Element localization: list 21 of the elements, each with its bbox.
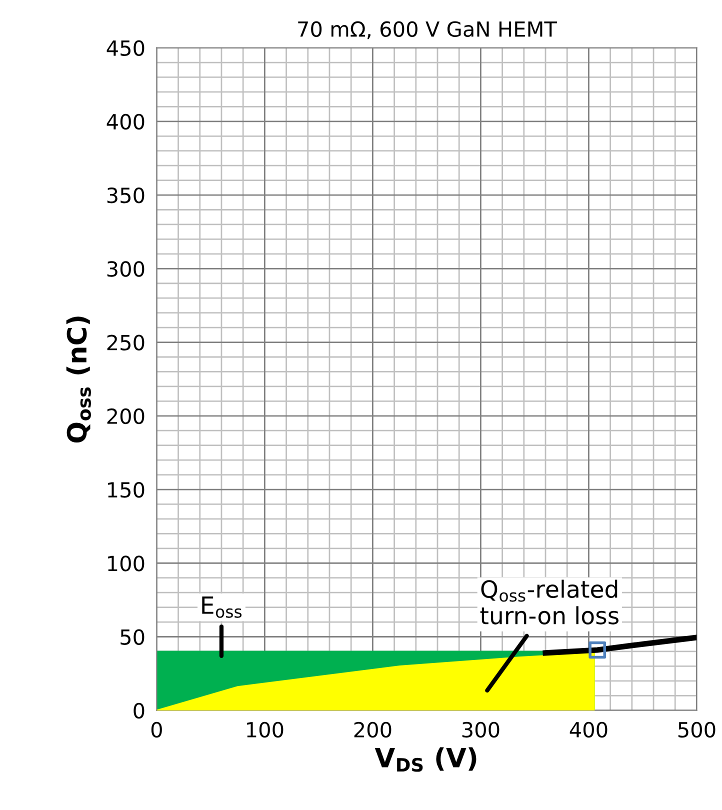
x-tick-label: 300 bbox=[462, 722, 500, 738]
y-tick-label: 250 bbox=[107, 334, 144, 350]
y-axis-title: Q$_{oss}$ (nC) bbox=[66, 316, 91, 443]
y-tick-label: 150 bbox=[108, 482, 144, 498]
y-tick-label: 200 bbox=[107, 408, 144, 424]
annotation: E$_{oss}$ bbox=[202, 596, 242, 618]
x-tick-label: 0 bbox=[151, 722, 162, 738]
y-tick-label: 50 bbox=[120, 629, 144, 645]
y-tick-label: 0 bbox=[134, 702, 144, 719]
x-tick-label: 400 bbox=[570, 722, 608, 738]
x-tick-label: 100 bbox=[247, 722, 284, 738]
x-tick-label: 500 bbox=[678, 722, 716, 738]
y-tick-label: 300 bbox=[107, 261, 144, 277]
chart-title: 70 mΩ, 600 V GaN HEMT bbox=[298, 21, 558, 40]
y-tick-label: 400 bbox=[106, 114, 144, 130]
y-tick-label: 350 bbox=[107, 187, 144, 204]
y-tick-label: 450 bbox=[106, 40, 144, 56]
x-tick-label: 200 bbox=[354, 722, 392, 738]
x-axis-title: V$_{DS}$ (V) bbox=[374, 747, 476, 772]
annotation: Q$_{oss}$-related turn-on loss bbox=[480, 580, 619, 624]
y-tick-label: 100 bbox=[108, 556, 144, 572]
